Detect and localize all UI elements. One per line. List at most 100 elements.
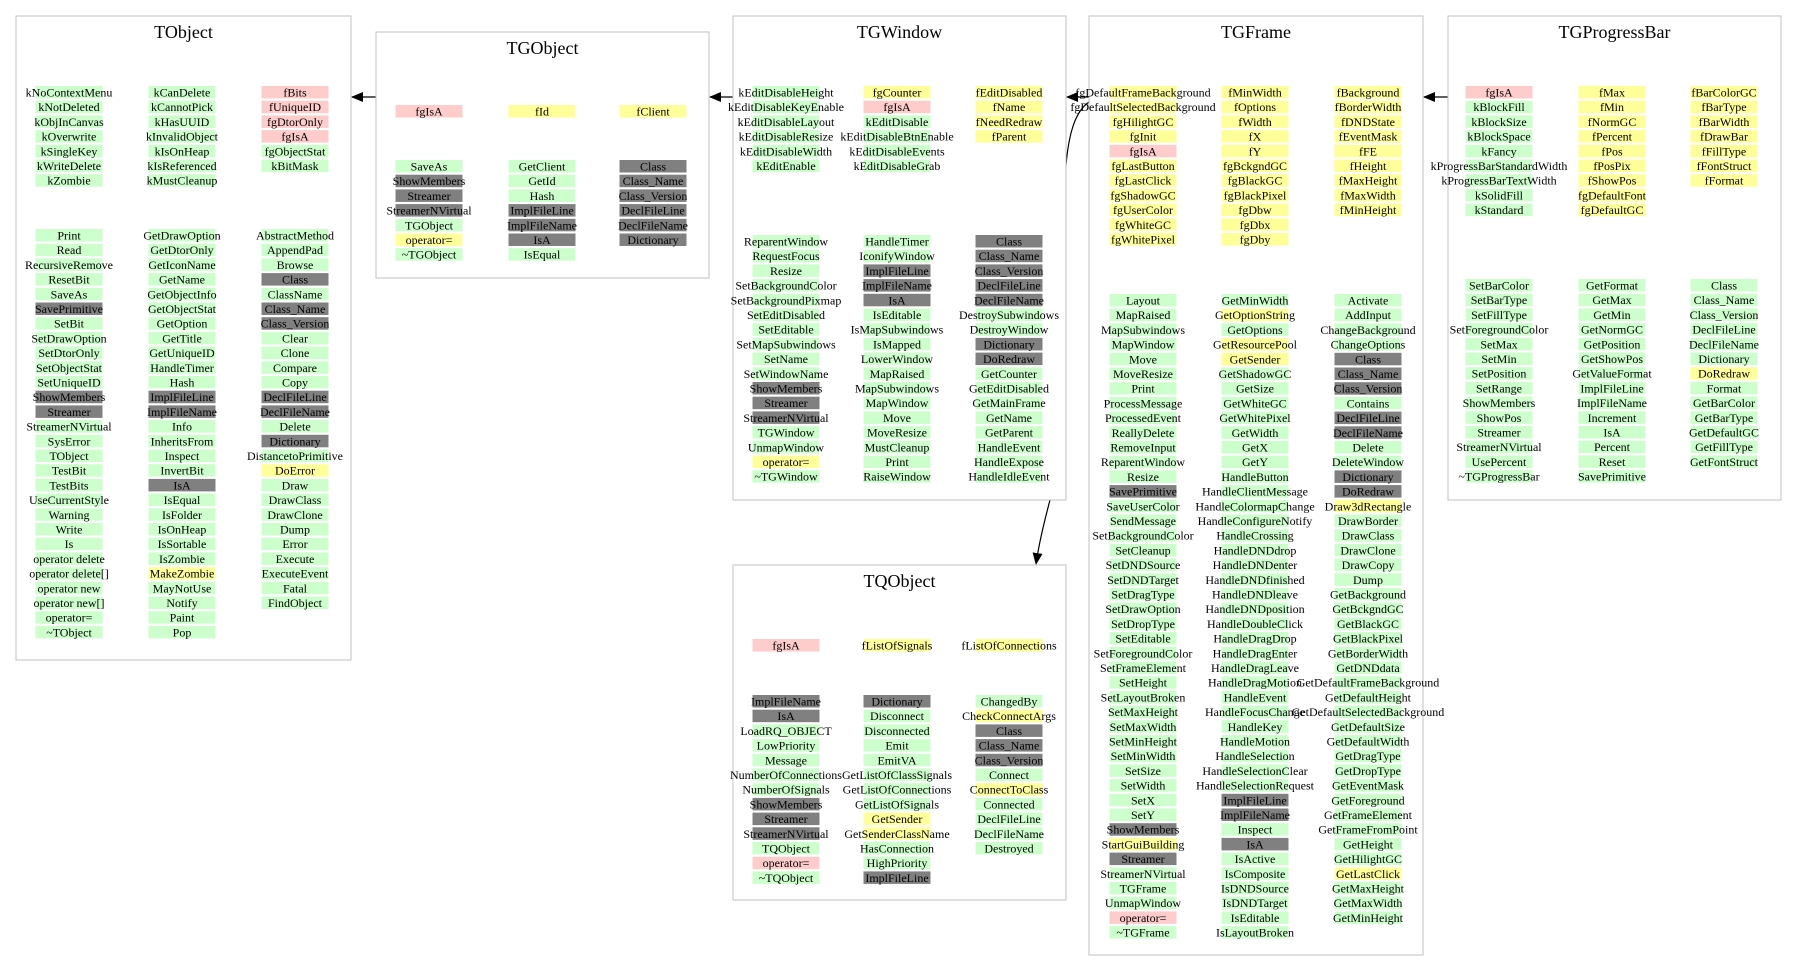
member-label: Move (883, 411, 911, 425)
member-cell-bg (35, 86, 103, 99)
member-cell-bg (975, 323, 1043, 336)
member-label: Dictionary (983, 337, 1034, 351)
member-label: MapWindow (1112, 338, 1175, 352)
member-label: SaveAs (51, 287, 88, 301)
member-label: Class_Version (975, 753, 1044, 767)
member-cell: GetBlackGC (1334, 617, 1402, 631)
member-cell-bg (1578, 174, 1646, 187)
member-label: fgDefaultSelectedBackground (1070, 100, 1215, 114)
member-cell-bg (975, 293, 1043, 307)
member-cell: fClient (619, 105, 687, 119)
member-label: ShowMembers (33, 390, 106, 404)
member-label: ProcessMessage (1104, 396, 1183, 410)
member-cell-bg (752, 812, 820, 826)
member-cell-bg (863, 724, 931, 737)
member-label: fgBlackPixel (1224, 188, 1287, 202)
member-cell-bg (863, 440, 931, 454)
member-cell: SetWindowName (744, 367, 829, 381)
member-cell: Pop (148, 625, 216, 639)
member-label: Print (1131, 382, 1155, 396)
member-cell: Reset (1578, 455, 1646, 469)
member-cell: fgIsA (261, 130, 329, 144)
member-cell: SetMax (1465, 337, 1533, 351)
member-cell-bg (975, 352, 1043, 366)
member-label: HandleDNDposition (1205, 602, 1304, 616)
member-label: fMax (1599, 86, 1625, 100)
member-cell: Browse (261, 258, 329, 272)
member-cell-bg (1221, 352, 1289, 366)
member-cell: GetName (975, 411, 1043, 425)
member-label: Dump (280, 523, 310, 537)
member-label: HasConnection (860, 842, 934, 856)
class-box-tgprogressbar: TGProgressBar fgIsAkBlockFillkBlockSizekB… (1431, 15, 1782, 501)
member-cell: GetMaxHeight (1332, 882, 1405, 896)
member-cell: fgBlackPixel (1221, 188, 1289, 202)
member-cell-bg (1334, 779, 1402, 792)
member-cell: DoRedraw (1690, 367, 1758, 381)
member-cell-bg (35, 346, 103, 360)
member-label: Streamer (764, 812, 807, 826)
member-cell: Class_Name (1334, 367, 1402, 381)
member-label: SetWidth (1121, 779, 1166, 793)
member-cell: ProcessedEvent (1105, 411, 1182, 425)
member-cell: DrawCopy (1334, 558, 1402, 572)
member-label: GetSize (1236, 382, 1274, 396)
member-cell-bg (1221, 308, 1289, 322)
member-cell-bg (975, 426, 1043, 439)
member-label: ShowMembers (393, 174, 466, 188)
member-cell-bg (1109, 367, 1177, 380)
member-label: MayNotUse (153, 581, 212, 595)
member-cell-bg (1221, 617, 1289, 630)
member-label: Disconnected (864, 724, 929, 738)
member-cell: RemoveInput (1109, 441, 1177, 455)
member-label: ~TQObject (759, 871, 814, 885)
member-cell: kObjInCanvas (34, 115, 104, 129)
member-label: GetName (986, 411, 1032, 425)
member-cell-bg (1334, 86, 1402, 99)
member-cell: ResetBit (35, 273, 103, 287)
member-cell-bg (1690, 308, 1758, 321)
member-cell: ImplFileName (751, 695, 821, 709)
member-cell: kCanDelete (148, 86, 216, 100)
member-label: GetDNDdata (1336, 661, 1400, 675)
member-cell-bg (1109, 852, 1177, 866)
member-label: SetRange (1476, 381, 1522, 395)
member-cell-bg (619, 204, 687, 217)
member-cell: ImplFileName (862, 279, 932, 293)
member-cell-bg (975, 235, 1043, 248)
member-label: Dictionary (1698, 352, 1749, 366)
member-cell: GetOptions (1221, 323, 1289, 337)
member-cell-bg (1221, 558, 1289, 572)
member-cell: DeclFileLine (1334, 411, 1402, 425)
member-label: ImplFileName (147, 405, 217, 419)
member-label: ProcessedEvent (1105, 411, 1182, 425)
member-cell-bg (1109, 203, 1177, 217)
member-cell: Disconnect (863, 709, 931, 723)
member-label: kFancy (1481, 144, 1516, 158)
member-label: fgInit (1130, 130, 1157, 144)
member-cell: fDrawBar (1690, 130, 1758, 144)
member-label: HandleCrossing (1216, 529, 1293, 543)
member-cell-bg (1334, 174, 1402, 187)
member-cell-bg (1334, 396, 1402, 410)
member-cell: kInvalidObject (146, 130, 219, 144)
member-cell: Class_Name (975, 249, 1043, 263)
member-cell: operator= (395, 233, 463, 247)
member-cell-bg (35, 243, 103, 257)
member-cell: fgDefaultFrameBackground (1075, 86, 1210, 100)
member-label: Dictionary (1342, 470, 1393, 484)
member-cell-bg (35, 273, 103, 286)
member-cell: GetParent (975, 426, 1043, 440)
member-cell-bg (1334, 159, 1402, 172)
member-cell-bg (1578, 426, 1646, 439)
member-label: SavePrimitive (35, 302, 103, 316)
member-cell: DoError (261, 464, 329, 478)
member-cell-bg (619, 174, 687, 188)
member-cell-bg (1221, 735, 1289, 748)
member-label: fgDtorOnly (267, 115, 323, 129)
member-label: Streamer (764, 396, 807, 410)
member-cell: IsEditable (1221, 911, 1289, 925)
member-label: GetForeground (1331, 793, 1404, 807)
member-cell: Inspect (1221, 823, 1289, 837)
member-cell-bg (1109, 793, 1177, 807)
